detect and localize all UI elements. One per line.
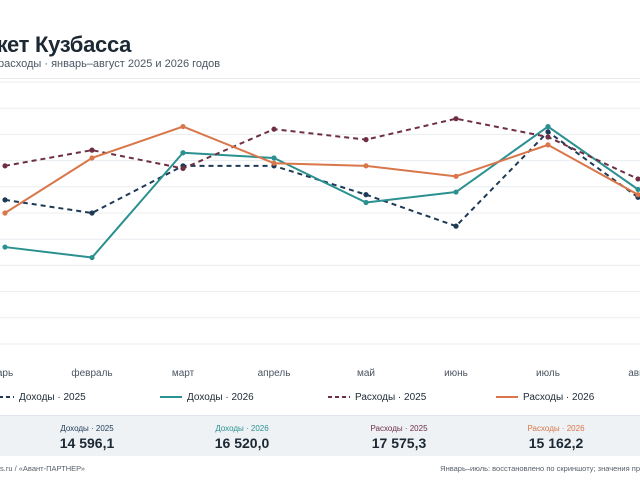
summary-income-2025: Доходы · 2025 14 596,1: [27, 424, 147, 451]
x-tick-label: июль: [536, 368, 560, 379]
series-1: [2, 129, 640, 229]
summary-expense-2026: Расходы · 2026 15 162,2: [496, 424, 616, 451]
legend-item: Доходы · 2026: [160, 392, 254, 403]
data-point: [453, 223, 459, 229]
header-divider: [0, 78, 640, 79]
data-point: [271, 126, 277, 132]
data-point: [453, 116, 459, 122]
data-point: [180, 123, 186, 130]
chart-legend: Доходы · 2025 Доходы · 2026 Расходы · 2025…: [0, 392, 595, 403]
summary-value: 14 596,1: [59, 435, 115, 451]
data-point: [635, 176, 640, 182]
x-tick-label: авгу: [628, 368, 640, 379]
legend-label: Доходы · 2026: [187, 392, 254, 403]
summary-label: Доходы · 2025: [60, 424, 114, 433]
data-point: [545, 134, 551, 140]
page-subtitle: расходы · январь–август 2025 и 2026 годо…: [0, 58, 221, 70]
summary-income-2026: Доходы · 2026 16 520,0: [182, 424, 302, 451]
data-point: [363, 199, 369, 206]
summary-strip: Доходы · 2025 14 596,1 Доходы · 2026 16 …: [0, 415, 640, 456]
chart-grid: [0, 81, 640, 345]
data-point: [89, 147, 95, 153]
series-4: [2, 123, 640, 216]
summary-value: 15 162,2: [528, 435, 584, 451]
x-tick-label: февраль: [71, 367, 112, 379]
data-point: [453, 173, 459, 179]
data-point: [363, 137, 369, 143]
series-line: [4, 125, 639, 214]
series-line: [4, 125, 639, 259]
data-point: [2, 163, 8, 169]
footer-note: Январь–июль: восстановлено по скриншоту;…: [440, 464, 640, 473]
x-tick-label: арь: [0, 368, 13, 379]
data-point: [545, 123, 551, 130]
data-point: [453, 189, 459, 195]
data-point: [635, 186, 640, 193]
series-2: [2, 123, 640, 261]
legend-item: Расходы · 2025: [328, 392, 427, 403]
summary-label: Расходы · 2026: [527, 424, 585, 433]
data-point: [363, 192, 369, 198]
summary-expense-2025: Расходы · 2025 17 575,3: [339, 424, 459, 451]
data-point: [89, 254, 95, 261]
legend-item: Расходы · 2026: [496, 392, 595, 403]
data-point: [635, 192, 640, 198]
data-point: [180, 165, 186, 172]
data-point: [2, 244, 8, 250]
legend-label: Расходы · 2026: [523, 392, 595, 403]
series-3: [2, 116, 640, 182]
data-point: [271, 155, 277, 161]
x-tick-label: март: [172, 368, 195, 379]
data-point: [2, 197, 8, 203]
page-title: жет Кузбасса: [0, 32, 132, 57]
data-point: [545, 142, 551, 148]
data-point: [89, 210, 95, 216]
legend-label: Доходы · 2025: [19, 392, 86, 403]
chart-series: [2, 116, 640, 261]
x-tick-label: апрель: [258, 368, 291, 379]
summary-value: 16 520,0: [214, 435, 270, 451]
data-point: [180, 150, 186, 156]
data-point: [545, 129, 551, 135]
summary-value: 17 575,3: [371, 435, 427, 451]
legend-label: Расходы · 2025: [355, 392, 427, 403]
series-line: [4, 117, 639, 180]
footer: s.ru / «Авант-ПАРТНЕР» Январь–июль: восс…: [0, 456, 640, 480]
data-point: [363, 163, 369, 169]
data-point: [271, 160, 277, 166]
x-axis-ticks: арь февраль март апрель май июнь июль авгу: [0, 367, 640, 379]
summary-label: Расходы · 2025: [370, 424, 428, 433]
footer-source: s.ru / «Авант-ПАРТНЕР»: [0, 464, 85, 473]
data-point: [89, 155, 95, 161]
data-point: [2, 210, 8, 216]
x-tick-label: май: [357, 368, 375, 379]
x-tick-label: июнь: [444, 368, 468, 379]
summary-label: Доходы · 2026: [215, 424, 269, 433]
legend-item: Доходы · 2025: [0, 392, 86, 403]
line-chart: арь февраль март апрель май июнь июль авгу Дохо…: [0, 81, 640, 403]
